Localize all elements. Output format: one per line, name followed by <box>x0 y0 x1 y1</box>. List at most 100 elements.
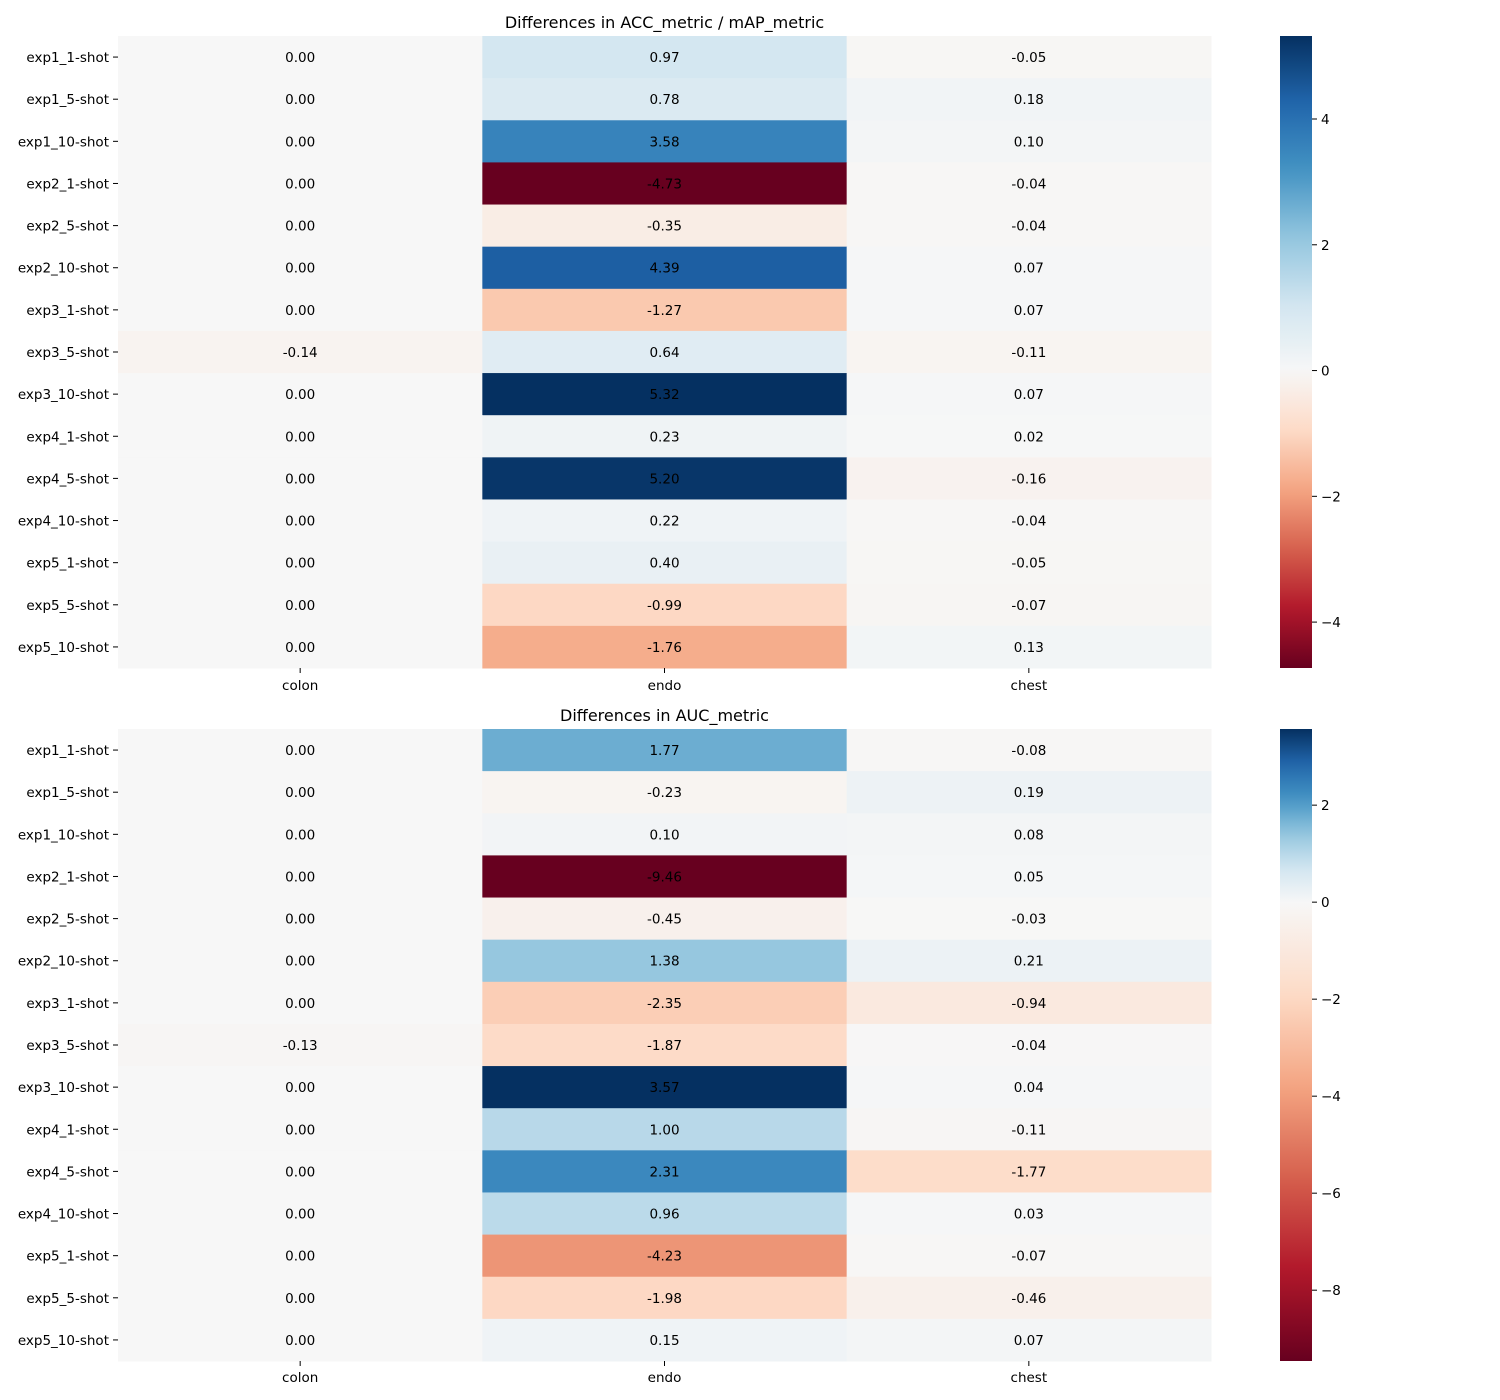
heatmap-panel-auc: Differences in AUC_metric 0.00 1.77 -0.08 0.… <box>18 706 1341 1386</box>
heatmap-cell <box>118 162 483 206</box>
heatmap-cell <box>846 499 1212 543</box>
y-tick-label: exp5_1-shot <box>26 1249 109 1265</box>
y-tick-label: exp2_5-shot <box>26 912 109 928</box>
colorbar-tick-label: 0 <box>1321 364 1330 380</box>
heatmap-cell <box>118 288 483 332</box>
heatmap-cell <box>846 78 1212 121</box>
heatmap-cell <box>846 981 1212 1025</box>
heatmap-cell <box>118 36 483 79</box>
heatmap-cell <box>118 813 483 856</box>
cell-value-label: 0.00 <box>285 303 315 319</box>
cell-value-label: 0.00 <box>285 954 315 970</box>
cell-value-label: -0.05 <box>1011 556 1046 572</box>
heatmap-cell <box>118 415 483 458</box>
cell-value-label: -1.27 <box>647 303 682 319</box>
cell-value-label: -0.45 <box>647 912 682 928</box>
heatmap-cell <box>118 1192 483 1236</box>
cell-value-label: 0.18 <box>1014 92 1044 108</box>
colorbar-tick-label: 0 <box>1321 895 1330 911</box>
y-tick-label: exp4_10-shot <box>18 1207 109 1223</box>
heatmap-cell <box>482 1066 848 1109</box>
y-tick-label: exp3_5-shot <box>26 345 109 361</box>
heatmap-cell <box>846 162 1212 206</box>
heatmap-cell <box>846 897 1212 941</box>
heatmap-cell <box>846 1108 1212 1151</box>
cell-value-label: 0.00 <box>285 785 315 801</box>
cell-value-label: 0.03 <box>1014 1207 1044 1223</box>
heatmap-cell <box>846 813 1212 856</box>
cell-value-label: 0.21 <box>1014 954 1044 970</box>
heatmap-cell <box>482 981 848 1025</box>
heatmap-cell <box>482 1108 848 1151</box>
cell-value-label: 2.31 <box>649 1164 679 1180</box>
heatmap-cell <box>118 1318 483 1362</box>
chart-title: Differences in ACC_metric / mAP_metric <box>505 13 824 33</box>
cell-value-label: 0.00 <box>285 640 315 656</box>
cell-value-label: 0.07 <box>1014 1333 1044 1349</box>
cell-value-label: 0.10 <box>1014 134 1044 150</box>
heatmap-cell <box>118 1108 483 1151</box>
cell-value-label: 1.38 <box>649 954 679 970</box>
y-tick-label: exp3_5-shot <box>26 1038 109 1054</box>
heatmap-cell <box>846 1066 1212 1109</box>
cell-value-label: 0.19 <box>1014 785 1044 801</box>
heatmap-cell <box>846 939 1212 983</box>
cell-value-label: 0.96 <box>649 1207 679 1223</box>
heatmap-cell <box>846 415 1212 458</box>
y-tick-label: exp1_1-shot <box>26 50 109 66</box>
cell-value-label: -0.04 <box>1011 1038 1046 1054</box>
cell-value-label: 0.00 <box>285 1249 315 1265</box>
y-tick-label: exp5_10-shot <box>18 640 109 656</box>
heatmap-cell <box>846 1276 1212 1320</box>
cell-value-label: -0.14 <box>283 345 318 361</box>
cell-value-label: 0.00 <box>285 387 315 403</box>
heatmap-cell <box>482 457 848 500</box>
heatmap-cell <box>482 288 848 332</box>
heatmap-cell <box>482 1150 848 1193</box>
cell-value-label: -0.05 <box>1011 50 1046 66</box>
heatmap-cell <box>846 1192 1212 1236</box>
heatmap-cell <box>846 373 1212 416</box>
cell-value-label: 0.00 <box>285 514 315 530</box>
heatmap-cell <box>118 373 483 416</box>
y-tick-label: exp2_10-shot <box>18 954 109 970</box>
cell-value-label: 0.10 <box>649 827 679 843</box>
y-tick-label: exp5_1-shot <box>26 556 109 572</box>
cell-value-label: 0.00 <box>285 134 315 150</box>
cell-value-label: -0.94 <box>1011 996 1046 1012</box>
heatmap-cell <box>482 1023 848 1067</box>
cell-value-label: 0.00 <box>285 743 315 759</box>
colorbar-tick-label: −8 <box>1321 1283 1341 1299</box>
cell-value-label: 0.00 <box>285 1122 315 1138</box>
cell-value-label: 1.77 <box>649 743 679 759</box>
y-tick-label: exp3_1-shot <box>26 303 109 319</box>
y-tick-label: exp4_5-shot <box>26 471 109 487</box>
cell-value-label: -1.76 <box>647 640 682 656</box>
heatmap-cell <box>482 541 848 585</box>
heatmap-cell <box>482 415 848 458</box>
cell-value-label: 0.64 <box>649 345 679 361</box>
heatmap-cell <box>846 583 1212 627</box>
heatmap-cell <box>846 771 1212 814</box>
cell-value-label: 0.00 <box>285 1080 315 1096</box>
cell-value-label: 0.08 <box>1014 827 1044 843</box>
heatmap-cell <box>118 1023 483 1067</box>
cell-value-label: -0.04 <box>1011 514 1046 530</box>
heatmap-cell <box>118 855 483 899</box>
x-tick-label: colon <box>282 678 318 694</box>
cell-value-label: 0.78 <box>649 92 679 108</box>
y-tick-label: exp4_1-shot <box>26 1122 109 1138</box>
heatmap-cell <box>118 1276 483 1320</box>
cell-value-label: -0.23 <box>647 785 682 801</box>
cell-value-label: 0.00 <box>285 556 315 572</box>
colorbar-tick-label: 2 <box>1321 238 1330 254</box>
heatmap-cell <box>118 330 483 374</box>
cell-value-label: -1.77 <box>1011 1164 1046 1180</box>
cell-value-label: 4.39 <box>649 261 679 277</box>
colorbar-tick-label: −4 <box>1321 615 1341 631</box>
heatmap-cell <box>482 1318 848 1362</box>
heatmap-cell <box>482 1234 848 1278</box>
cell-value-label: 0.07 <box>1014 261 1044 277</box>
heatmap-cell <box>118 246 483 290</box>
heatmap-cell <box>482 625 848 669</box>
